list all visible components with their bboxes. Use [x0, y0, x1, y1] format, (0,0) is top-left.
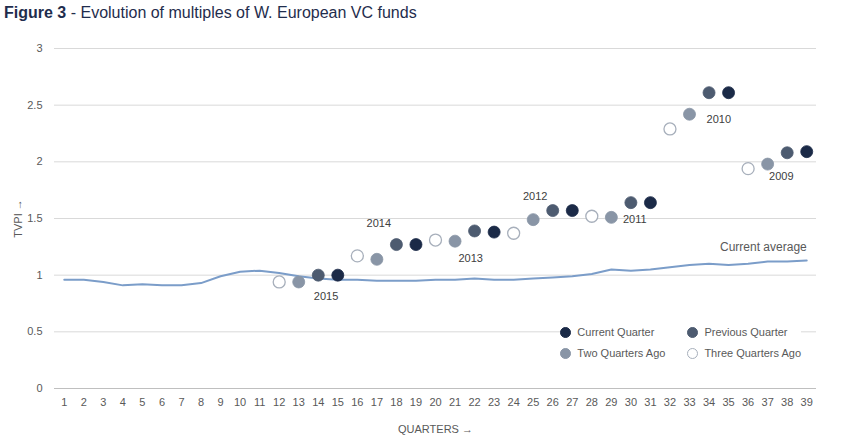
svg-text:2012: 2012 [523, 190, 547, 202]
html-text:Three Quarters Ago: Three Quarters Ago [704, 347, 801, 359]
svg-text:0.5: 0.5 [27, 325, 42, 337]
svg-text:21: 21 [449, 396, 461, 408]
svg-text:12: 12 [273, 396, 285, 408]
svg-text:2010: 2010 [707, 113, 731, 125]
svg-text:17: 17 [371, 396, 383, 408]
svg-text:33: 33 [683, 396, 695, 408]
svg-text:0: 0 [36, 382, 42, 394]
svg-text:5: 5 [139, 396, 145, 408]
svg-text:25: 25 [527, 396, 539, 408]
svg-text:18: 18 [390, 396, 402, 408]
svg-text:2.5: 2.5 [27, 99, 42, 111]
svg-text:4: 4 [120, 396, 126, 408]
html-text:Current Quarter: Current Quarter [577, 326, 655, 338]
svg-text:2009: 2009 [769, 170, 793, 182]
svg-text:31: 31 [644, 396, 656, 408]
svg-text:Current average: Current average [720, 240, 807, 254]
svg-text:38: 38 [781, 396, 793, 408]
html-text:Previous Quarter: Previous Quarter [704, 326, 788, 338]
svg-text:1: 1 [61, 396, 67, 408]
svg-text:3: 3 [36, 42, 42, 54]
svg-text:23: 23 [488, 396, 500, 408]
svg-text:14: 14 [312, 396, 324, 408]
svg-text:37: 37 [762, 396, 774, 408]
svg-text:15: 15 [332, 396, 344, 408]
svg-text:34: 34 [703, 396, 715, 408]
svg-text:9: 9 [218, 396, 224, 408]
svg-text:16: 16 [351, 396, 363, 408]
svg-text:36: 36 [742, 396, 754, 408]
svg-text:2: 2 [36, 155, 42, 167]
svg-text:29: 29 [605, 396, 617, 408]
svg-text:30: 30 [625, 396, 637, 408]
svg-text:13: 13 [293, 396, 305, 408]
svg-text:TVPI →: TVPI → [12, 199, 24, 238]
svg-text:32: 32 [664, 396, 676, 408]
svg-text:2014: 2014 [367, 217, 391, 229]
svg-text:2011: 2011 [623, 213, 647, 225]
svg-text:19: 19 [410, 396, 422, 408]
html-text:Figure 3 - Evolution of multip: Figure 3 - Evolution of multiples of W. … [4, 4, 417, 21]
svg-text:11: 11 [254, 396, 265, 408]
svg-text:10: 10 [234, 396, 246, 408]
html-text:Two Quarters Ago: Two Quarters Ago [577, 347, 666, 359]
svg-text:26: 26 [547, 396, 559, 408]
svg-text:2015: 2015 [314, 290, 338, 302]
svg-text:20: 20 [429, 396, 441, 408]
svg-text:35: 35 [722, 396, 734, 408]
svg-text:24: 24 [508, 396, 520, 408]
svg-text:6: 6 [159, 396, 165, 408]
svg-text:QUARTERS →: QUARTERS → [398, 423, 473, 435]
svg-text:1: 1 [36, 269, 42, 281]
svg-text:22: 22 [468, 396, 480, 408]
svg-text:8: 8 [198, 396, 204, 408]
svg-text:3: 3 [100, 396, 106, 408]
svg-text:27: 27 [566, 396, 578, 408]
svg-text:28: 28 [586, 396, 598, 408]
svg-text:7: 7 [178, 396, 184, 408]
svg-text:1.5: 1.5 [27, 212, 42, 224]
svg-text:2013: 2013 [458, 252, 482, 264]
svg-text:39: 39 [801, 396, 813, 408]
svg-text:2: 2 [81, 396, 87, 408]
